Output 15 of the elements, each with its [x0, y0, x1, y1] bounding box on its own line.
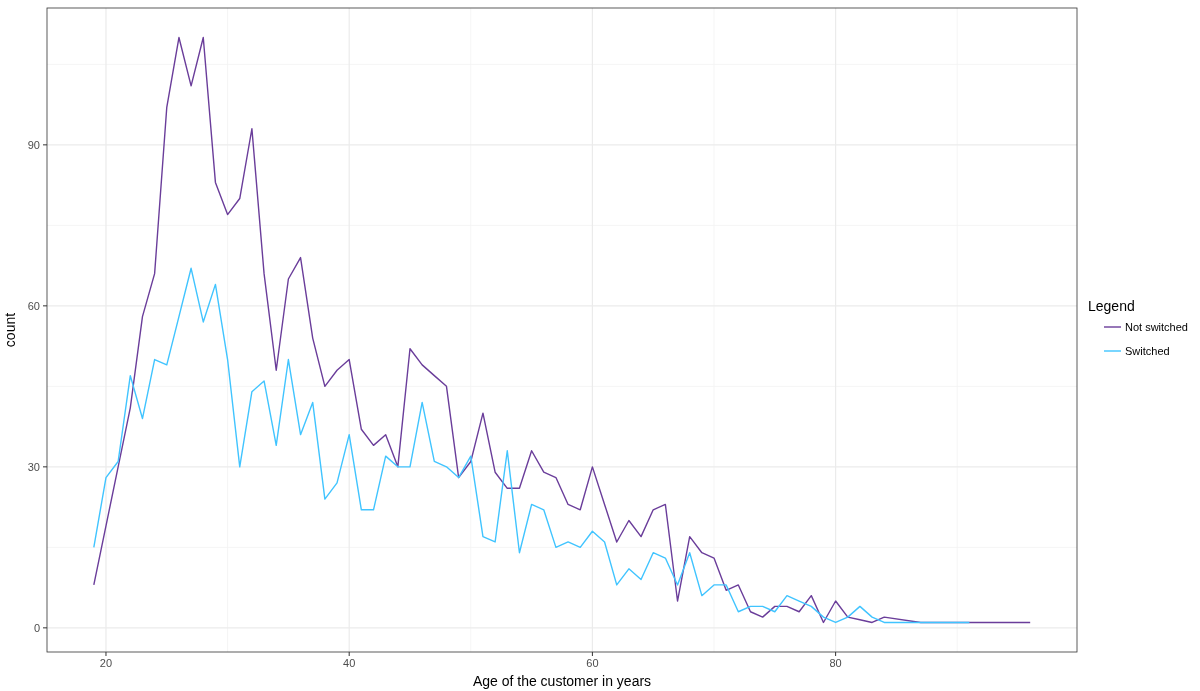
- line-series: [93, 267, 971, 624]
- x-tick-label: 80: [829, 657, 842, 669]
- legend-label: Not switched: [1125, 321, 1188, 333]
- legend-title: Legend: [1088, 298, 1135, 314]
- y-tick-label: 0: [33, 621, 40, 634]
- x-tick-label: 40: [343, 657, 356, 669]
- y-tick-label: 30: [27, 460, 40, 473]
- y-tick-label: 90: [27, 138, 40, 151]
- y-tick-label: 60: [27, 299, 40, 312]
- line-series: [93, 36, 1031, 624]
- x-tick-label: 60: [586, 657, 599, 669]
- y-axis-title: count: [2, 312, 18, 348]
- legend-label: Switched: [1125, 345, 1170, 357]
- x-axis-title: Age of the customer in years: [472, 673, 652, 689]
- x-tick-label: 20: [99, 657, 113, 669]
